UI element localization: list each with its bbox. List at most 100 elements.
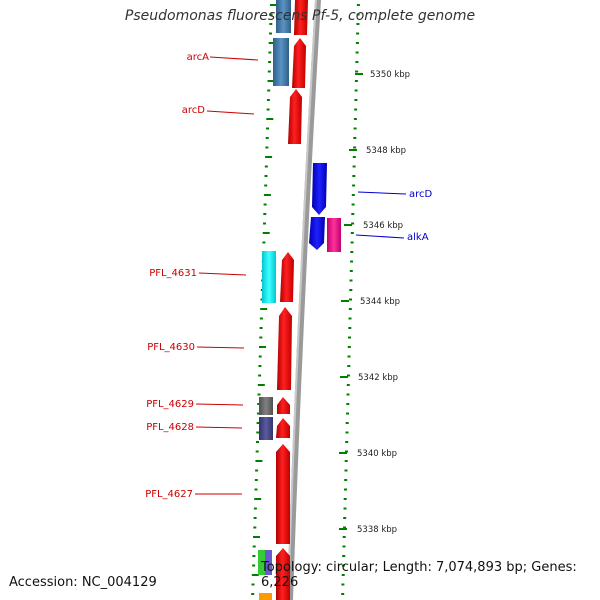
gene-indigo-PFL_4628[interactable] [259, 417, 273, 440]
forward-strand-genes [276, 0, 308, 600]
gene-red-1[interactable] [294, 0, 308, 35]
tick-dot [254, 498, 262, 500]
gene-grey-PFL_4629[interactable] [259, 397, 273, 415]
tick-dot [266, 127, 269, 130]
gene-red-arcD[interactable] [288, 89, 302, 144]
gene-label-PFL_4627[interactable]: PFL_4627 [145, 489, 242, 500]
kbp-tick: 5344 kbp [341, 297, 400, 307]
tick-dot [252, 555, 256, 557]
gene-label-alkA[interactable]: alkA [355, 232, 429, 243]
kbp-tick-label: 5342 kbp [358, 373, 398, 383]
topology-text: Topology: circular; Length: 7,074,893 bp… [261, 560, 577, 590]
tick-dot [349, 289, 353, 291]
tick-dot [257, 393, 261, 396]
tick-dot [256, 412, 260, 415]
tick-dot [265, 156, 273, 158]
tick-dot [341, 564, 345, 567]
tick-dot [346, 384, 350, 386]
kbp-tick: 5350 kbp [355, 70, 410, 80]
tick-dot [353, 146, 357, 149]
tick-dot [356, 23, 360, 25]
tick-dot [259, 346, 266, 348]
tick-dot [263, 203, 267, 206]
tick-dot [352, 175, 356, 177]
kbp-scale: 5350 kbp 5348 kbp 5346 kbp 5344 kbp 5342… [339, 70, 410, 535]
tick-dot [344, 460, 348, 462]
gene-magenta-alkA[interactable] [327, 218, 341, 252]
tick-dot [354, 108, 358, 111]
gene-label-PFL_4631[interactable]: PFL_4631 [149, 268, 247, 279]
gene-label-arcA[interactable]: arcA [187, 52, 259, 63]
kbp-tick-label: 5350 kbp [370, 70, 410, 80]
tick-dot [258, 374, 262, 377]
svg-text:alkA: alkA [407, 232, 429, 243]
tick-dot [341, 574, 345, 576]
tick-dot [264, 184, 268, 187]
gene-steelblue-top[interactable] [276, 0, 291, 33]
svg-text:PFL_4630: PFL_4630 [147, 342, 195, 353]
tick-dot [345, 450, 348, 453]
gene-orange-bottom[interactable] [259, 593, 272, 600]
gene-label-PFL_4629[interactable]: PFL_4629 [146, 399, 244, 410]
tick-dot [352, 165, 356, 168]
tick-dot [342, 545, 346, 548]
tick-dot [254, 488, 258, 491]
tick-dot [349, 270, 353, 272]
gene-red-PFL_4631[interactable] [280, 252, 294, 302]
tick-dot [350, 251, 354, 253]
gene-red-bottom[interactable] [276, 548, 290, 600]
tick-dot [344, 469, 348, 472]
tick-dot [268, 42, 276, 44]
gene-purple-bottom[interactable] [265, 550, 272, 575]
gene-label-PFL_4628[interactable]: PFL_4628 [146, 422, 243, 433]
tick-dot [352, 156, 356, 158]
tick-dot [269, 32, 272, 35]
kbp-tick-label: 5338 kbp [357, 525, 397, 535]
tick-dot [256, 431, 260, 434]
right-strand-genes [309, 163, 341, 252]
kbp-tick: 5340 kbp [339, 449, 397, 459]
gene-blue-arcD[interactable] [312, 163, 327, 215]
gene-cyan-PFL_4631[interactable] [262, 251, 276, 303]
right-gene-labels: arcD alkA [355, 189, 433, 243]
kbp-tick-label: 5344 kbp [360, 297, 400, 307]
tick-dot [264, 175, 268, 177]
tick-dot [343, 526, 346, 529]
tick-dot [259, 317, 263, 320]
tick-dot [343, 517, 347, 519]
tick-dot [356, 32, 360, 35]
gene-red-PFL_4630[interactable] [277, 307, 292, 390]
tick-dot [255, 450, 259, 453]
tick-dot [255, 460, 263, 462]
right-tick-track [341, 4, 360, 595]
tick-dot [351, 203, 355, 206]
left-strand-genes [258, 0, 291, 600]
tick-dot [356, 4, 360, 6]
left-gene-labels: arcA arcD PFL_4631 PFL_4630 PFL_4629 PFL… [145, 52, 259, 500]
tick-dot [343, 498, 347, 500]
gene-steelblue-arcA[interactable] [273, 38, 289, 86]
gene-red-PFL_4629[interactable] [277, 397, 290, 414]
kbp-tick: 5348 kbp [349, 146, 406, 156]
tick-dot [263, 213, 267, 215]
svg-text:arcD: arcD [409, 189, 433, 200]
tick-dot [265, 146, 269, 149]
gene-green-bottom[interactable] [258, 550, 265, 575]
tick-dot [253, 517, 257, 519]
tick-dot [341, 583, 345, 586]
tick-dot [265, 137, 269, 139]
gene-label-arcD-right[interactable]: arcD [357, 189, 433, 200]
tick-dot [257, 403, 261, 405]
gene-red-PFL_4627[interactable] [276, 444, 290, 544]
genome-backbone-highlight [287, 0, 317, 600]
gene-red-arcA[interactable] [292, 38, 306, 88]
kbp-tick-label: 5340 kbp [357, 449, 397, 459]
tick-dot [252, 564, 256, 567]
svg-text:PFL_4627: PFL_4627 [145, 489, 193, 500]
gene-label-PFL_4630[interactable]: PFL_4630 [147, 342, 245, 353]
tick-dot [266, 118, 274, 120]
gene-red-PFL_4628[interactable] [276, 418, 290, 438]
tick-dot [347, 346, 351, 348]
gene-label-arcD[interactable]: arcD [182, 105, 255, 116]
gene-blue-alkA[interactable] [309, 217, 325, 250]
